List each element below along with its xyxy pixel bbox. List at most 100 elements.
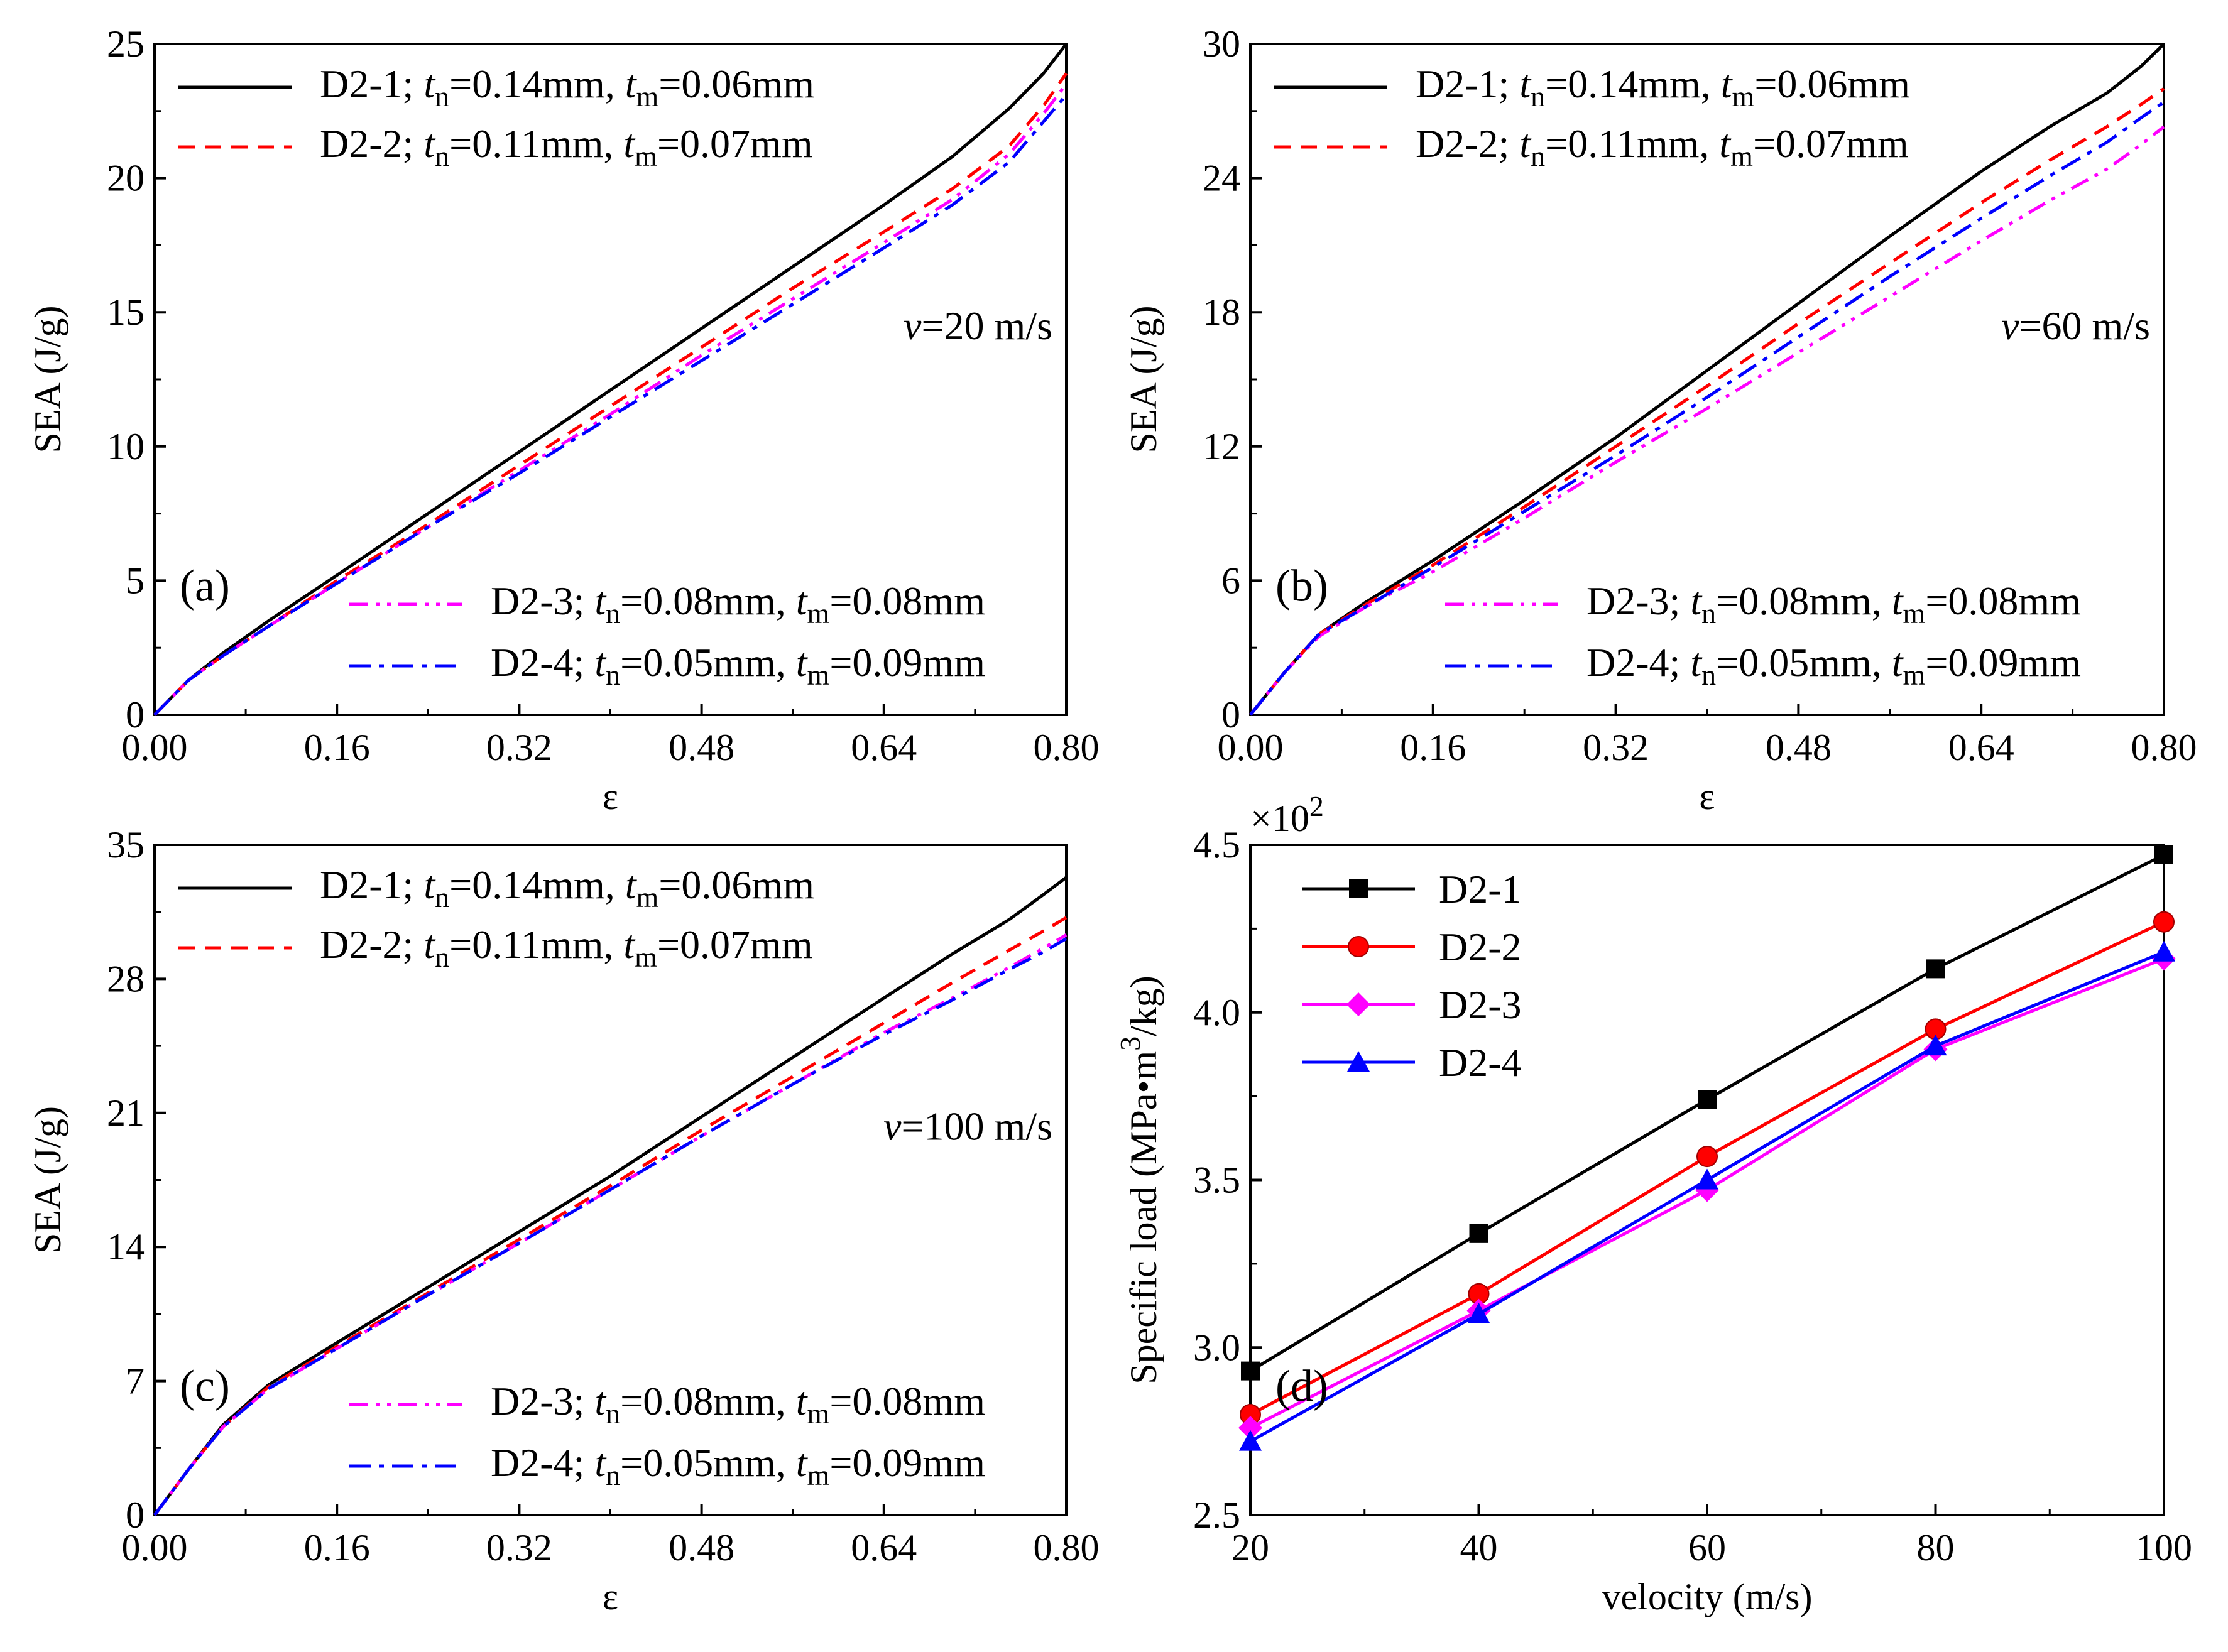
legend-tm-subscript: m: [635, 941, 657, 973]
legend-entry-d2-1: D2-1; tn=0.14mm, tm=0.06mm: [1274, 62, 1910, 112]
legend-series-name: D2-1;: [320, 862, 423, 907]
data-point: [1347, 1051, 1370, 1072]
series-line-d2-4: [153, 937, 1068, 1516]
y-label-unit: /kg): [1123, 975, 1164, 1036]
data-point: [1469, 1224, 1488, 1243]
legend-tn-subscript: n: [606, 1459, 620, 1491]
legend-entry-d2-4: D2-4: [1302, 1040, 1522, 1085]
legend-tn-subscript: n: [1701, 659, 1716, 691]
y-axis-label: SEA (J/g): [1123, 305, 1164, 453]
x-axis-label: velocity (m/s): [1602, 1576, 1813, 1617]
legend-tn-subscript: n: [1531, 80, 1545, 112]
legend-tm-value: =0.06mm: [658, 62, 814, 106]
legend-tm-value: =0.08mm: [829, 579, 985, 623]
x-tick-label: 0.00: [1218, 727, 1284, 768]
legend-tn-value: =0.05mm,: [620, 1440, 796, 1485]
legend-tn-symbol: t: [423, 862, 436, 907]
panel-label: (a): [180, 560, 230, 611]
legend-tm-subscript: m: [1732, 80, 1755, 112]
series-d2-4: [1239, 940, 2175, 1451]
series-line-d2-4: [1249, 101, 2165, 716]
y-label-text: Specific load (MPa•m: [1123, 1051, 1164, 1384]
series-line: [1249, 853, 2165, 1372]
velocity-annotation: v=60 m/s: [2001, 303, 2150, 348]
legend-tn-subscript: n: [435, 80, 449, 112]
legend-tn-value: =0.08mm,: [620, 1379, 796, 1423]
panel-label: (c): [180, 1361, 230, 1411]
data-point: [1346, 992, 1370, 1016]
legend-series-name: D2-4;: [491, 640, 594, 685]
legend-tm-value: =0.07mm: [657, 922, 813, 967]
legend-label: D2-2; tn=0.11mm, tm=0.07mm: [320, 922, 813, 973]
x-tick-label: 0.32: [1583, 727, 1649, 768]
y-tick-label: 0: [1221, 694, 1240, 736]
legend-tn-symbol: t: [423, 62, 436, 106]
legend-tm-symbol: t: [796, 1440, 809, 1485]
x-tick-label: 0.64: [851, 1527, 917, 1568]
y-tick-label: 25: [107, 23, 145, 65]
chart-panel-c: 0.00 0.16 0.32 0.48 0.64 0.80 0 7 14 21 28 35 ε SEA (…: [27, 824, 1100, 1617]
legend-series-name: D2-1;: [320, 62, 423, 106]
velocity-annotation: v=100 m/s: [883, 1104, 1052, 1148]
legend-label: D2-3; tn=0.08mm, tm=0.08mm: [491, 579, 985, 629]
legend-tm-symbol: t: [625, 62, 638, 106]
legend-tn-value: =0.05mm,: [620, 640, 796, 685]
panel-label: (b): [1275, 560, 1328, 611]
legend-tm-value: =0.08mm: [1925, 579, 2081, 623]
velocity-annotation: v=20 m/s: [904, 303, 1052, 348]
legend-tn-symbol: t: [594, 1379, 607, 1423]
velocity-value: =20 m/s: [921, 303, 1052, 348]
legend-series-name: D2-3;: [491, 579, 594, 623]
legend-tm-subscript: m: [635, 140, 657, 172]
legend-tm-symbol: t: [1892, 640, 1904, 685]
legend-tn-symbol: t: [594, 640, 607, 685]
legend-entry-d2-1: D2-1; tn=0.14mm, tm=0.06mm: [178, 862, 814, 913]
data-point: [1924, 1035, 1947, 1056]
legend-tm-symbol: t: [796, 640, 809, 685]
legend-tm-symbol: t: [623, 922, 636, 967]
data-point: [2153, 911, 2175, 933]
x-axis-label: ε: [603, 1576, 618, 1617]
legend-entry-d2-2: D2-2; tn=0.11mm, tm=0.07mm: [178, 922, 813, 973]
axis-multiplier: ×102: [1250, 790, 1324, 839]
legend-tm-symbol: t: [1892, 579, 1904, 623]
series-line-d2-1: [1249, 43, 2165, 716]
legend-label: D2-4: [1439, 1040, 1522, 1085]
x-tick-label: 0.16: [1400, 727, 1466, 768]
legend-series-name: D2-3;: [491, 1379, 594, 1423]
y-tick-label: 7: [126, 1361, 145, 1402]
legend-entry-d2-4: D2-4; tn=0.05mm, tm=0.09mm: [349, 1440, 985, 1491]
x-tick-label: 0.80: [1034, 1527, 1100, 1568]
legend-series-name: D2-1;: [1416, 62, 1519, 106]
legend-tm-symbol: t: [623, 121, 636, 166]
data-point: [1467, 1302, 1490, 1323]
y-tick-label: 15: [107, 291, 145, 333]
x-tick-label: 0.80: [1034, 727, 1100, 768]
legend-tm-value: =0.09mm: [1925, 640, 2081, 685]
y-tick-label: 6: [1221, 560, 1240, 601]
legend-entry-d2-4: D2-4; tn=0.05mm, tm=0.09mm: [349, 640, 985, 691]
legend-tm-subscript: m: [807, 1459, 830, 1491]
legend-tn-symbol: t: [1519, 62, 1532, 106]
legend-tn-subscript: n: [606, 659, 620, 691]
legend-tm-subscript: m: [807, 1398, 830, 1430]
x-axis-label: ε: [1699, 776, 1715, 817]
series-line-d2-3: [153, 83, 1068, 716]
x-tick-label: 0.48: [669, 727, 734, 768]
legend-tm-subscript: m: [1903, 659, 1926, 691]
y-tick-label: 4.0: [1193, 992, 1240, 1033]
x-tick-label: 20: [1231, 1527, 1269, 1568]
x-tick-label: 0.48: [669, 1527, 734, 1568]
data-point: [1241, 1361, 1260, 1381]
legend-tn-symbol: t: [1519, 121, 1532, 166]
legend-tn-subscript: n: [435, 941, 449, 973]
legend-tn-symbol: t: [423, 121, 436, 166]
legend-tm-value: =0.07mm: [657, 121, 813, 166]
legend-tn-value: =0.14mm,: [449, 862, 625, 907]
legend-entry-d2-1: D2-1; tn=0.14mm, tm=0.06mm: [178, 62, 814, 112]
x-tick-label: 0.16: [304, 1527, 370, 1568]
legend-tn-symbol: t: [423, 922, 436, 967]
legend-tm-value: =0.09mm: [829, 1440, 985, 1485]
y-tick-label: 21: [107, 1092, 145, 1134]
y-tick-label: 5: [126, 560, 145, 601]
